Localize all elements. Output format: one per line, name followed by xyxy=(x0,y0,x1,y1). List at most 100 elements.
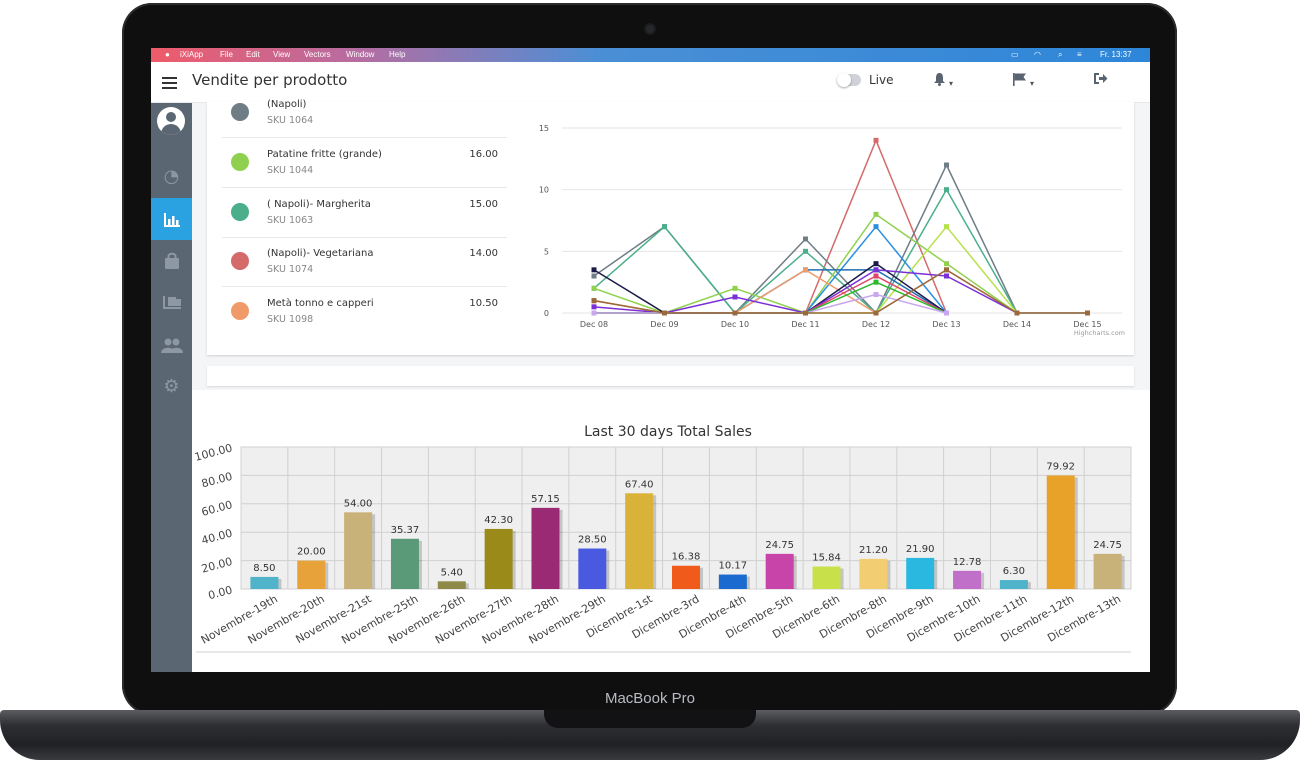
bar[interactable] xyxy=(344,512,373,589)
line-point[interactable] xyxy=(873,273,879,279)
bar[interactable] xyxy=(906,557,935,589)
product-row[interactable]: Patatine fritte (grande) SKU 1044 16.00 xyxy=(222,138,507,188)
avatar-icon[interactable] xyxy=(157,107,185,135)
bar[interactable] xyxy=(390,538,419,589)
control-center-icon[interactable]: ≡ xyxy=(1077,50,1082,59)
live-toggle[interactable] xyxy=(837,73,861,87)
delivery-icon[interactable] xyxy=(151,282,192,324)
wifi-icon[interactable]: ◠ xyxy=(1034,50,1041,59)
product-row[interactable]: Metà tonno e capperi SKU 1098 10.50 xyxy=(222,287,507,336)
line-point[interactable] xyxy=(803,248,808,254)
line-point[interactable] xyxy=(944,310,949,316)
line-point[interactable] xyxy=(873,211,879,217)
menu-item-vectors[interactable]: Vectors xyxy=(304,50,331,59)
bar-value-label: 8.50 xyxy=(253,563,275,574)
line-point[interactable] xyxy=(591,310,597,316)
bar[interactable] xyxy=(1093,553,1122,589)
product-color-dot xyxy=(231,153,249,171)
line-point[interactable] xyxy=(873,267,879,273)
menu-item-window[interactable]: Window xyxy=(346,50,375,59)
bar-value-label: 67.40 xyxy=(625,479,654,490)
line-point[interactable] xyxy=(662,310,667,316)
bar[interactable] xyxy=(1046,475,1075,589)
line-point[interactable] xyxy=(873,261,879,267)
line-point[interactable] xyxy=(873,224,879,230)
y-tick-label: 5 xyxy=(544,247,549,256)
chart-icon[interactable] xyxy=(151,198,192,240)
line-point[interactable] xyxy=(732,310,738,316)
line-point[interactable] xyxy=(873,310,879,316)
chart-credit[interactable]: Highcharts.com xyxy=(1074,329,1125,337)
line-point[interactable] xyxy=(944,261,949,267)
line-point[interactable] xyxy=(732,285,738,291)
line-point[interactable] xyxy=(803,267,808,273)
menu-item-edit[interactable]: Edit xyxy=(246,50,260,59)
line-point[interactable] xyxy=(944,267,949,273)
line-point[interactable] xyxy=(662,224,667,230)
bar[interactable] xyxy=(718,574,747,589)
battery-icon[interactable]: ▭ xyxy=(1011,50,1019,59)
line-point[interactable] xyxy=(591,273,597,279)
bell-icon[interactable]: ▾ xyxy=(933,72,953,90)
bar[interactable] xyxy=(859,558,888,589)
line-point[interactable] xyxy=(591,285,597,291)
bar[interactable] xyxy=(672,565,700,589)
line-point[interactable] xyxy=(944,224,949,230)
line-point[interactable] xyxy=(1014,310,1020,316)
empty-card xyxy=(207,366,1134,386)
clock[interactable]: Fr. 13:37 xyxy=(1100,50,1132,59)
product-value: 16.00 xyxy=(469,149,498,160)
line-point[interactable] xyxy=(944,162,949,168)
bar[interactable] xyxy=(578,548,607,589)
bar[interactable] xyxy=(999,580,1028,589)
logout-icon[interactable] xyxy=(1093,72,1108,89)
menu-item-view[interactable]: View xyxy=(273,50,291,59)
menu-item-help[interactable]: Help xyxy=(389,50,406,59)
line-point[interactable] xyxy=(803,236,808,242)
bar[interactable] xyxy=(953,570,982,589)
line-series[interactable] xyxy=(593,269,1018,314)
line-point[interactable] xyxy=(591,304,597,310)
product-name: Metà tonno e capperi xyxy=(267,298,374,309)
x-tick-label: Dec 08 xyxy=(580,320,608,329)
line-point[interactable] xyxy=(873,279,879,285)
line-point[interactable] xyxy=(873,137,879,143)
line-point[interactable] xyxy=(1085,310,1090,316)
menu-item-file[interactable]: File xyxy=(220,50,233,59)
users-icon[interactable] xyxy=(151,324,192,366)
bar[interactable] xyxy=(531,507,560,589)
bar[interactable] xyxy=(297,560,326,589)
product-row[interactable]: (Napoli) SKU 1064 xyxy=(222,88,507,138)
product-row[interactable]: ( Napoli)- Margherita SKU 1063 15.00 xyxy=(222,188,507,238)
product-row[interactable]: (Napoli)- Vegetariana SKU 1074 14.00 xyxy=(222,237,507,287)
line-series[interactable] xyxy=(594,281,947,314)
settings-icon[interactable]: ⚙ xyxy=(163,376,180,397)
line-series[interactable] xyxy=(593,269,1018,314)
line-point[interactable] xyxy=(803,310,808,316)
bar[interactable] xyxy=(437,581,466,589)
line-point[interactable] xyxy=(591,267,597,273)
menu-item-app[interactable]: iXiApp xyxy=(180,50,204,59)
dashboard-icon[interactable]: ◔ xyxy=(163,166,180,187)
bar-value-label: 28.50 xyxy=(578,535,607,546)
bar[interactable] xyxy=(250,576,279,589)
flag-icon[interactable]: ▾ xyxy=(1012,72,1034,90)
product-sku: SKU 1044 xyxy=(267,165,314,176)
hamburger-menu-icon[interactable] xyxy=(162,77,177,89)
bar-value-label: 57.15 xyxy=(531,494,560,505)
bar[interactable] xyxy=(812,566,841,589)
line-point[interactable] xyxy=(591,298,597,304)
line-point[interactable] xyxy=(944,187,949,193)
line-series[interactable] xyxy=(593,269,1088,314)
line-point[interactable] xyxy=(732,294,738,300)
line-point[interactable] xyxy=(944,273,949,279)
bar[interactable] xyxy=(625,493,654,589)
bar-chart: Last 30 days Total Sales 0.00 20.00 40.00 6… xyxy=(193,424,1132,653)
spotlight-icon[interactable]: ⌕ xyxy=(1058,50,1063,59)
apple-icon[interactable]: ● xyxy=(165,50,170,59)
bag-icon[interactable] xyxy=(151,240,192,282)
line-series[interactable] xyxy=(593,213,1018,314)
bar[interactable] xyxy=(765,553,794,589)
line-point[interactable] xyxy=(873,292,879,297)
bar[interactable] xyxy=(484,528,513,589)
